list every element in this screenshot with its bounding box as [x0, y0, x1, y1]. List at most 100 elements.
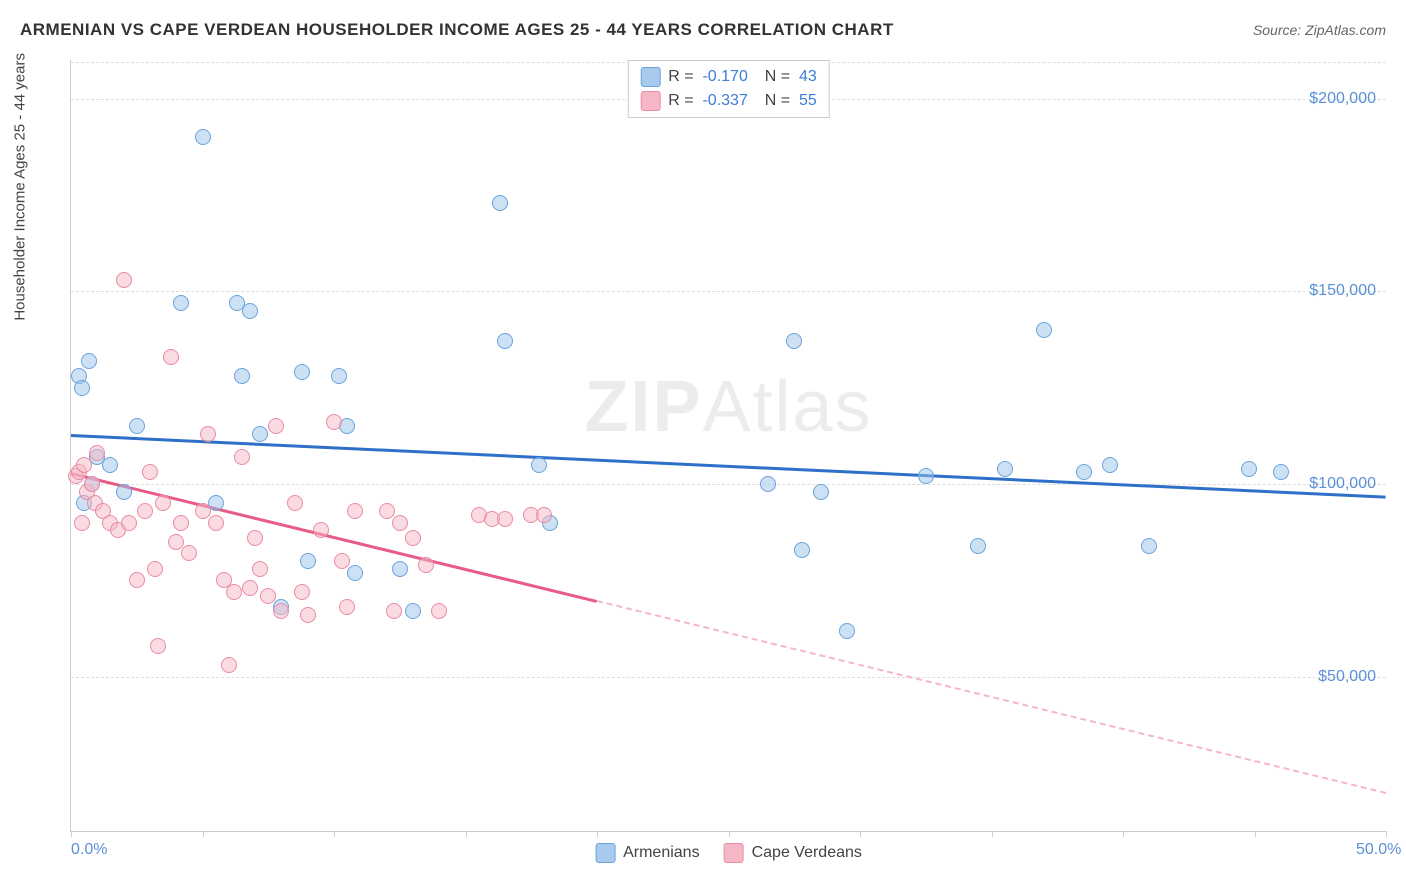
legend-item: Cape Verdeans [724, 843, 862, 863]
data-point [786, 333, 802, 349]
data-point [252, 561, 268, 577]
data-point [1273, 464, 1289, 480]
data-point [970, 538, 986, 554]
data-point [234, 449, 250, 465]
data-point [794, 542, 810, 558]
data-point [173, 515, 189, 531]
data-point [74, 515, 90, 531]
gridline [71, 484, 1386, 485]
y-tick-label: $100,000 [1309, 475, 1376, 493]
legend-n-value: 55 [799, 92, 817, 109]
gridline [71, 677, 1386, 678]
data-point [531, 457, 547, 473]
data-point [997, 461, 1013, 477]
x-tick-label: 0.0% [71, 841, 107, 859]
data-point [76, 457, 92, 473]
data-point [1102, 457, 1118, 473]
watermark: ZIPAtlas [584, 366, 872, 448]
data-point [260, 588, 276, 604]
data-point [247, 530, 263, 546]
chart-header: ARMENIAN VS CAPE VERDEAN HOUSEHOLDER INC… [20, 20, 1386, 40]
trend-line-dashed [597, 600, 1386, 794]
watermark-light: Atlas [702, 367, 872, 447]
data-point [300, 553, 316, 569]
data-point [1076, 464, 1092, 480]
data-point [147, 561, 163, 577]
source-attribution: Source: ZipAtlas.com [1253, 22, 1386, 38]
legend-label: Armenians [623, 844, 699, 862]
y-tick-label: $50,000 [1318, 668, 1376, 686]
plot-area: ZIPAtlas R = -0.170 N = 43 R = -0.337 N … [70, 60, 1386, 832]
legend-item: Armenians [595, 843, 699, 863]
data-point [102, 457, 118, 473]
x-tick [597, 831, 598, 837]
data-point [268, 418, 284, 434]
data-point [129, 418, 145, 434]
legend-swatch-icon [595, 843, 615, 863]
trend-line [71, 434, 1386, 498]
data-point [242, 303, 258, 319]
data-point [918, 468, 934, 484]
data-point [331, 368, 347, 384]
x-tick [203, 831, 204, 837]
legend-r-value: -0.170 [702, 68, 747, 85]
x-tick-label: 50.0% [1356, 841, 1401, 859]
x-tick [1386, 831, 1387, 837]
gridline [71, 291, 1386, 292]
legend-stats-box: R = -0.170 N = 43 R = -0.337 N = 55 [627, 60, 830, 118]
data-point [497, 333, 513, 349]
chart-title: ARMENIAN VS CAPE VERDEAN HOUSEHOLDER INC… [20, 20, 894, 40]
data-point [418, 557, 434, 573]
data-point [392, 561, 408, 577]
data-point [300, 607, 316, 623]
x-tick [1123, 831, 1124, 837]
x-tick [71, 831, 72, 837]
legend-r-label: R = -0.170 [668, 68, 748, 86]
data-point [200, 426, 216, 442]
data-point [74, 380, 90, 396]
data-point [121, 515, 137, 531]
data-point [89, 445, 105, 461]
legend-n-label: N = 43 [756, 68, 817, 86]
data-point [173, 295, 189, 311]
data-point [326, 414, 342, 430]
data-point [116, 484, 132, 500]
x-tick [466, 831, 467, 837]
data-point [163, 349, 179, 365]
data-point [431, 603, 447, 619]
data-point [129, 572, 145, 588]
y-tick-label: $150,000 [1309, 282, 1376, 300]
data-point [252, 426, 268, 442]
data-point [536, 507, 552, 523]
data-point [155, 495, 171, 511]
data-point [294, 364, 310, 380]
legend-stats-row: R = -0.337 N = 55 [640, 89, 817, 113]
data-point [150, 638, 166, 654]
data-point [347, 565, 363, 581]
x-tick [992, 831, 993, 837]
data-point [226, 584, 242, 600]
watermark-bold: ZIP [584, 367, 702, 447]
chart-area: Householder Income Ages 25 - 44 years ZI… [70, 60, 1386, 832]
data-point [313, 522, 329, 538]
legend-swatch-icon [640, 91, 660, 111]
x-tick [334, 831, 335, 837]
legend-stats-row: R = -0.170 N = 43 [640, 65, 817, 89]
data-point [760, 476, 776, 492]
x-tick [1255, 831, 1256, 837]
data-point [208, 515, 224, 531]
data-point [839, 623, 855, 639]
data-point [195, 503, 211, 519]
data-point [116, 272, 132, 288]
legend-n-label: N = 55 [756, 92, 817, 110]
legend-swatch-icon [640, 67, 660, 87]
data-point [273, 603, 289, 619]
legend-n-value: 43 [799, 68, 817, 85]
data-point [221, 657, 237, 673]
data-point [492, 195, 508, 211]
data-point [334, 553, 350, 569]
data-point [405, 530, 421, 546]
x-tick [729, 831, 730, 837]
data-point [405, 603, 421, 619]
x-tick [860, 831, 861, 837]
